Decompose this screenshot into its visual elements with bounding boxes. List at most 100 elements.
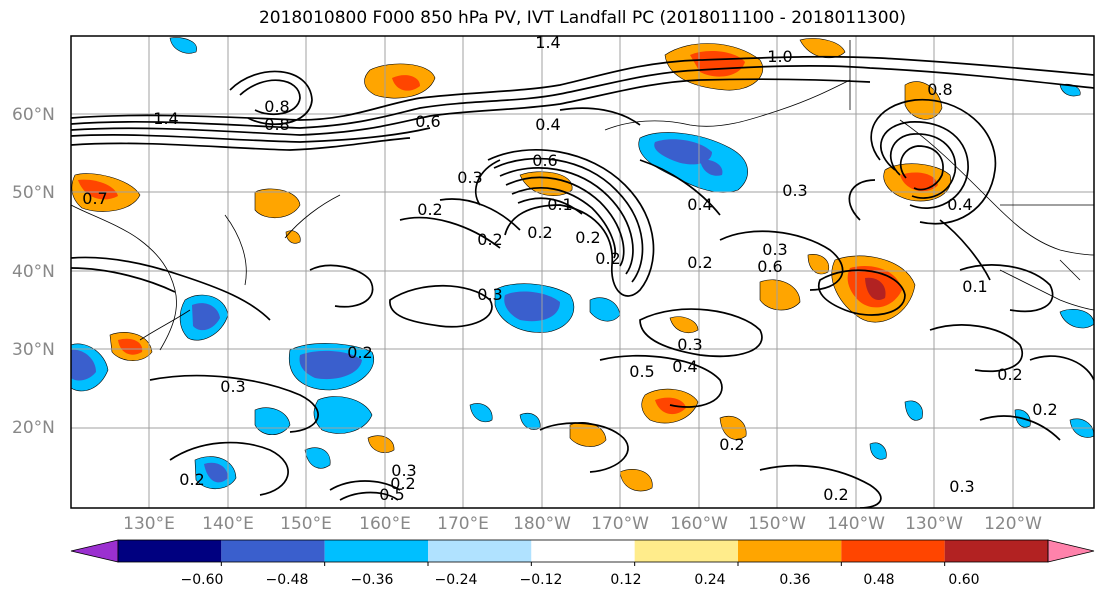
lon-tick-label: 140°E <box>202 514 254 534</box>
neg-anomaly-patch <box>299 350 362 380</box>
contour-label: 0.3 <box>782 181 807 200</box>
contour-label: 0.7 <box>82 189 107 208</box>
neg-anomaly-patch <box>304 447 331 469</box>
colorbar-segment <box>738 540 842 562</box>
contour-label: 0.2 <box>687 253 712 272</box>
pos-anomaly-patch <box>799 38 846 59</box>
pos-anomaly-patch <box>285 230 301 244</box>
contour-label: 0.2 <box>719 435 744 454</box>
contour-label: 0.2 <box>823 485 848 504</box>
lon-tick-label: 130°W <box>905 514 963 534</box>
colorbar-tick-label: 0.48 <box>863 572 895 588</box>
colorbar-tick-label: −0.12 <box>519 572 563 588</box>
contour-label: 0.5 <box>629 362 654 381</box>
neg-anomaly-patch <box>71 349 96 381</box>
neg-anomaly-patch <box>204 462 228 483</box>
colorbar <box>70 539 1095 566</box>
neg-anomaly-patch <box>504 291 560 322</box>
neg-anomaly-patch <box>519 412 541 430</box>
contour-label-group: 1.41.01.40.80.8 0.6 0.40.70.80.60.20.20.30… <box>82 33 1057 504</box>
contour-label: 1.4 <box>153 109 178 128</box>
contour-label: 0.8 <box>264 115 289 134</box>
neg-anomaly-patch <box>1059 309 1094 329</box>
pos-anomaly-patch <box>759 279 801 311</box>
coastlines <box>71 40 1094 351</box>
pos-anomaly-patch <box>78 179 118 200</box>
contour-label: 0.4 <box>672 357 697 376</box>
lon-tick-label: 150°W <box>748 514 806 534</box>
colorbar-tick-label: 0.12 <box>610 572 642 588</box>
colorbar-tick-label: −0.24 <box>434 572 478 588</box>
contour-label: 0.3 <box>477 285 502 304</box>
neg-anomaly-patch <box>313 396 373 434</box>
pos-anomaly-patch <box>254 188 301 218</box>
colorbar-segment <box>221 540 325 562</box>
neg-anomaly-patch <box>192 303 220 331</box>
colorbar-segment <box>324 540 428 562</box>
pos-anomaly-patch <box>669 316 699 333</box>
contour-label: 0.3 <box>949 477 974 496</box>
colorbar-tick-label: 0.24 <box>694 572 726 588</box>
contour-label: 0.2 <box>527 223 552 242</box>
colorbar-segment <box>428 540 532 562</box>
contour-label: 0.2 <box>1032 400 1057 419</box>
colorbar-tick-label: −0.48 <box>265 572 309 588</box>
contour-label: 0.2 <box>595 249 620 268</box>
colorbar-segment <box>634 540 738 562</box>
contour-label: 0.3 <box>391 461 416 480</box>
pos-anomaly-patch <box>367 435 395 453</box>
lat-tick-label: 40°N <box>12 262 55 282</box>
pos-anomaly-patch <box>865 277 886 300</box>
lon-tick-label: 120°W <box>984 514 1042 534</box>
lon-tick-label: 140°W <box>827 514 885 534</box>
neg-anomaly-patch <box>254 407 291 436</box>
neg-anomaly-patch <box>469 403 493 423</box>
colorbar-tick-label: 0.36 <box>779 572 811 588</box>
lat-tick-label: 30°N <box>12 340 55 360</box>
contour-label: 0.2 <box>390 474 415 493</box>
lon-tick-label: 150°E <box>280 514 332 534</box>
contour-label: 1.4 <box>535 33 560 52</box>
contour-label: 0.6 <box>415 112 440 131</box>
neg-anomaly-patch <box>904 400 923 421</box>
contour-label: 0.4 <box>947 195 972 214</box>
lon-tick-label: 170°W <box>591 514 649 534</box>
lat-tick-label: 20°N <box>12 418 55 438</box>
contour-label: 0.2 <box>179 470 204 489</box>
contour-label: 0.2 <box>347 343 372 362</box>
contour-label: 0.1 <box>547 195 572 214</box>
colorbar-extend-low <box>70 539 119 563</box>
colorbar-tick-label: 0.60 <box>948 572 980 588</box>
contour-label: 0.8 <box>264 97 289 116</box>
pos-anomaly-patch <box>392 75 420 91</box>
contour-label: 1.0 <box>767 47 792 66</box>
pos-anomaly-patch <box>900 172 938 192</box>
contour-label: 0.3 <box>762 240 787 259</box>
neg-anomaly-patch <box>589 297 621 322</box>
lon-tick-label: 130°E <box>123 514 175 534</box>
contour-label: 0.2 <box>477 230 502 249</box>
pos-anomaly-patch <box>619 468 653 492</box>
contour-label: 0.6 <box>532 151 557 170</box>
contour-label: 0.1 <box>962 277 987 296</box>
lat-tick-label: 60°N <box>12 105 55 125</box>
neg-anomaly-patch <box>700 159 723 176</box>
lat-tick-label: 50°N <box>12 183 55 203</box>
colorbar-segment <box>531 540 635 562</box>
pv-contours <box>71 55 1094 508</box>
neg-anomaly-patch <box>869 442 887 460</box>
contour-label: 0.2 <box>997 365 1022 384</box>
contour-label: 0.4 <box>535 115 560 134</box>
colorbar-tick-label: −0.36 <box>350 572 394 588</box>
colorbar-segment <box>944 540 1048 562</box>
contour-label: 0.3 <box>677 335 702 354</box>
pos-anomaly-patch <box>807 254 830 275</box>
neg-anomaly-patch <box>169 37 197 54</box>
lon-tick-label: 170°E <box>437 514 489 534</box>
lon-tick-label: 160°W <box>670 514 728 534</box>
neg-anomaly-patch <box>654 139 712 165</box>
colorbar-outline <box>117 539 1049 563</box>
contour-label: 0.8 <box>927 80 952 99</box>
contour-label: 0.6 <box>757 257 782 276</box>
